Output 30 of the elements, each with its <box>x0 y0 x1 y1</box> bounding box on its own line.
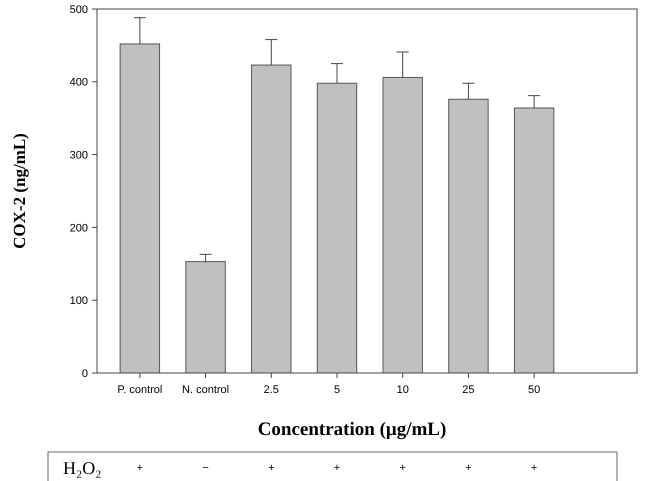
y-tick-label: 300 <box>70 149 88 162</box>
text: H₂O₂ <box>63 458 102 478</box>
y-tick-label: 200 <box>70 222 88 234</box>
y-tick-label: 400 <box>70 76 88 89</box>
text: + <box>136 462 144 474</box>
x-tick-label: N. control <box>182 384 230 396</box>
bar <box>448 98 489 374</box>
bar <box>185 261 226 374</box>
y-axis-title: COX-2 (ng/mL) <box>10 133 29 249</box>
y-tick-label: 0 <box>82 368 88 380</box>
x-tick-label: 50 <box>528 384 540 396</box>
text: + <box>334 462 340 474</box>
text: − <box>202 462 209 474</box>
x-tick-label: 10 <box>396 384 409 396</box>
text: + <box>530 462 538 474</box>
x-tick-label: 2.5 <box>264 384 279 396</box>
x-tick-label: 5 <box>334 384 340 396</box>
text: + <box>268 462 275 474</box>
bar <box>316 82 358 374</box>
bar <box>382 76 423 374</box>
x-tick-label: P. control <box>117 384 162 396</box>
y-tick-label: 500 <box>70 4 88 16</box>
bar <box>120 43 160 374</box>
text: + <box>399 462 406 474</box>
y-tick-label: 100 <box>70 295 88 308</box>
text: + <box>465 462 472 474</box>
x-axis-title: Concentration (μg/mL) <box>258 419 446 440</box>
bar <box>251 64 292 374</box>
bar <box>514 108 554 374</box>
x-tick-label: 25 <box>462 384 475 396</box>
